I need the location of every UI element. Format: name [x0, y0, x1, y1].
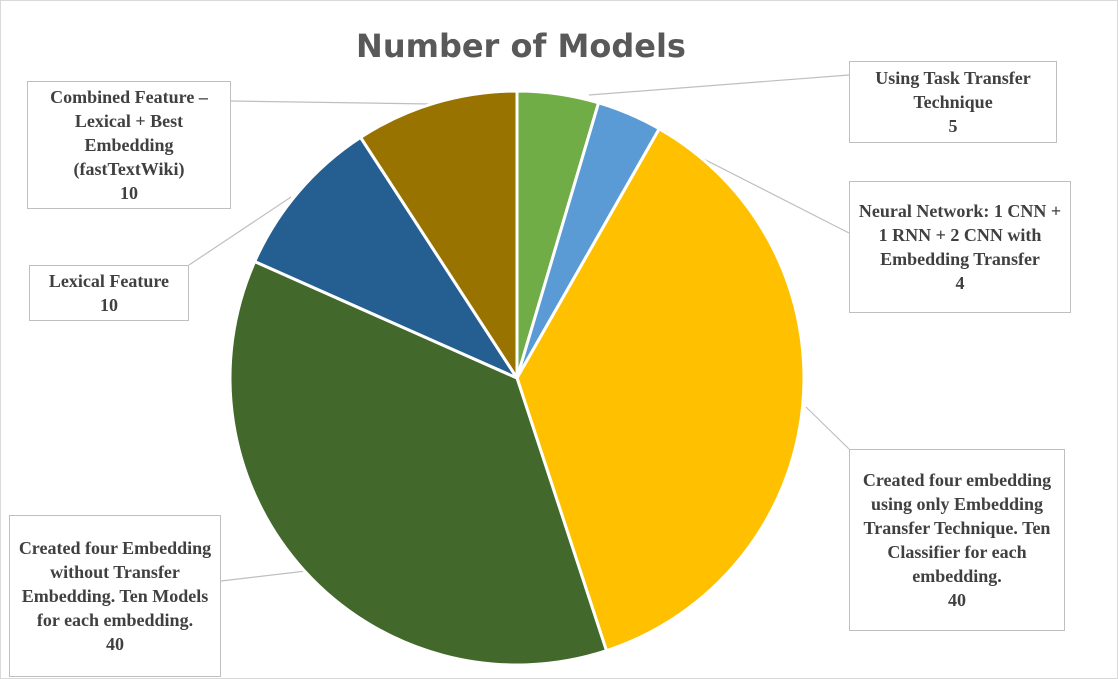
data-label-embedding-transfer: Created four embedding using only Embedd…	[849, 449, 1065, 631]
data-label-neural-network: Neural Network: 1 CNN + 1 RNN + 2 CNN wi…	[849, 181, 1071, 313]
data-label-value: 4	[955, 273, 965, 293]
data-label-text: Neural Network: 1 CNN + 1 RNN + 2 CNN wi…	[858, 201, 1062, 269]
data-label-text: Lexical Feature	[48, 271, 170, 291]
leader-embedding-transfer	[805, 406, 850, 450]
data-label-lexical: Lexical Feature 10	[29, 265, 189, 321]
data-label-text: Using Task Transfer Technique	[875, 68, 1031, 112]
data-label-text: Created four embedding using only Embedd…	[862, 470, 1052, 586]
data-label-without-transfer: Created four Embedding without Transfer …	[9, 515, 221, 677]
data-label-text: Combined Feature – Lexical + Best Embedd…	[50, 87, 208, 179]
slice-lexical	[253, 135, 519, 380]
data-label-combined: Combined Feature – Lexical + Best Embedd…	[27, 81, 231, 209]
leader-lexical	[188, 196, 292, 266]
leader-task-transfer	[588, 74, 850, 96]
leader-combined	[230, 100, 432, 105]
chart-title: Number of Models	[356, 27, 686, 65]
data-label-value: 10	[120, 183, 138, 203]
data-label-text: Created four Embedding without Transfer …	[18, 538, 212, 630]
data-label-value: 10	[100, 295, 118, 315]
slice-embedding-transfer	[515, 127, 806, 653]
data-label-value: 40	[948, 590, 966, 610]
leader-without-transfer	[220, 570, 307, 582]
data-label-value: 40	[106, 634, 124, 654]
data-label-task-transfer: Using Task Transfer Technique 5	[849, 61, 1057, 143]
pie-slices	[228, 89, 806, 667]
slice-without-transfer	[228, 260, 608, 667]
slice-combined	[359, 89, 519, 380]
data-label-value: 5	[948, 116, 958, 136]
